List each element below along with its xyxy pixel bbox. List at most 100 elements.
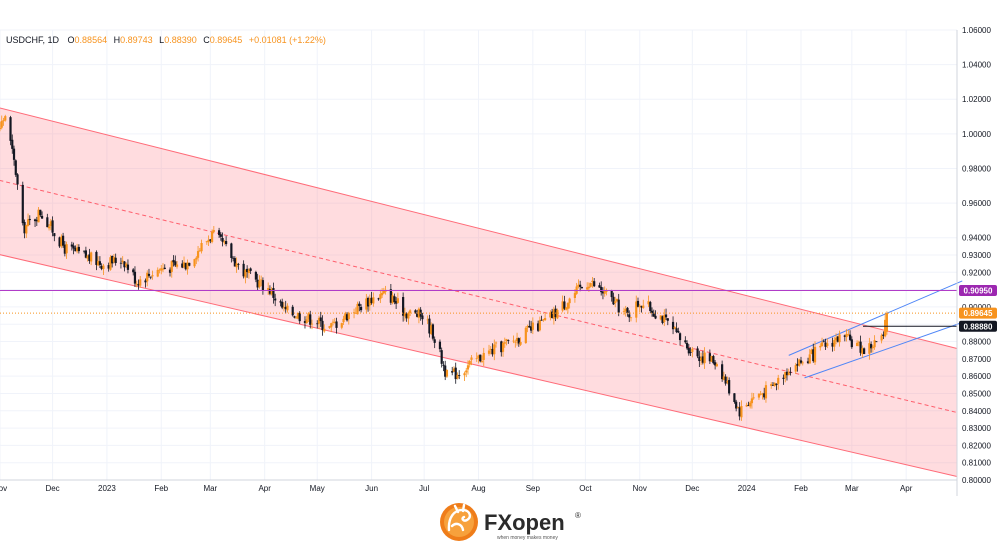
x-tick-label: May bbox=[310, 484, 325, 493]
candle-body-up bbox=[813, 346, 817, 363]
candle-body-up bbox=[573, 293, 577, 298]
low-label: L bbox=[159, 35, 164, 45]
candle-body-up bbox=[770, 384, 773, 386]
candle-body-down bbox=[95, 251, 98, 265]
candle-body-down bbox=[771, 385, 775, 386]
candle-body-up bbox=[515, 337, 519, 342]
candle-body-up bbox=[538, 320, 541, 331]
candle-body-up bbox=[175, 264, 179, 267]
candle-body-up bbox=[286, 305, 289, 311]
candle-body-up bbox=[512, 340, 515, 342]
candle-body-up bbox=[884, 319, 887, 337]
candle-body-up bbox=[615, 298, 619, 302]
candle-body-down bbox=[612, 296, 615, 305]
candle-body-up bbox=[673, 327, 676, 329]
candle-body-down bbox=[728, 380, 731, 394]
candle-body-down bbox=[782, 377, 785, 379]
candle-body-down bbox=[875, 341, 878, 343]
candle-body-down bbox=[393, 296, 396, 303]
candle-body-down bbox=[666, 318, 669, 321]
candle-body-down bbox=[123, 261, 126, 268]
candle-body-up bbox=[37, 209, 40, 223]
candle-body-down bbox=[232, 257, 235, 259]
candle-body-down bbox=[39, 209, 42, 216]
x-tick-label: 2024 bbox=[738, 484, 756, 493]
candle-body-down bbox=[836, 336, 839, 342]
candle-body-up bbox=[880, 335, 883, 341]
candle-body-down bbox=[358, 303, 361, 306]
y-tick-label: 0.81000 bbox=[962, 459, 991, 468]
candle-body-up bbox=[787, 372, 790, 376]
candle-body-up bbox=[97, 260, 100, 266]
candle-body-down bbox=[188, 262, 191, 266]
candle-body-down bbox=[242, 263, 245, 277]
candle-body-up bbox=[310, 323, 314, 325]
candle-body-up bbox=[356, 303, 359, 315]
candle-body-up bbox=[200, 242, 203, 252]
candle-body-up bbox=[65, 244, 68, 254]
candle-body-up bbox=[750, 398, 754, 404]
dragon-icon bbox=[440, 503, 478, 541]
candle-body-down bbox=[46, 217, 49, 228]
candle-body-down bbox=[628, 314, 631, 318]
x-tick-label: Mar bbox=[845, 484, 859, 493]
rising-channel-lower-line bbox=[804, 322, 963, 379]
candle-body-down bbox=[133, 271, 137, 284]
low-value: 0.88390 bbox=[164, 35, 197, 45]
candle-body-up bbox=[524, 327, 527, 343]
candle-body-down bbox=[698, 356, 701, 362]
candle-body-down bbox=[366, 297, 370, 307]
candle-body-down bbox=[540, 319, 543, 321]
candle-body-down bbox=[580, 286, 584, 289]
y-tick-label: 0.83000 bbox=[962, 424, 991, 433]
candle-body-down bbox=[281, 301, 284, 308]
candle-body-down bbox=[14, 160, 17, 175]
x-tick-label: Jun bbox=[365, 484, 378, 493]
candle-body-down bbox=[438, 341, 442, 350]
x-tick-label: Nov bbox=[633, 484, 647, 493]
candle-body-up bbox=[552, 309, 555, 319]
candle-body-up bbox=[456, 374, 459, 379]
candle-body-down bbox=[507, 340, 510, 341]
y-tick-label: 0.93000 bbox=[962, 251, 991, 260]
candle-body-up bbox=[519, 341, 522, 345]
candle-body-down bbox=[626, 307, 629, 314]
candle-body-down bbox=[863, 348, 866, 354]
time-axis[interactable]: Nov Dec 2023 Feb Mar Apr May Jun Jul Aug Sep Oct Nov… bbox=[0, 484, 913, 493]
candle-body-down bbox=[598, 285, 601, 288]
x-tick-label: Feb bbox=[154, 484, 168, 493]
candle-body-down bbox=[233, 258, 236, 267]
candle-body-down bbox=[293, 316, 296, 318]
candle-body-down bbox=[661, 316, 664, 323]
candle-body-down bbox=[256, 279, 259, 288]
candle-body-down bbox=[16, 174, 19, 185]
candle-body-up bbox=[726, 381, 729, 383]
candle-body-up bbox=[603, 291, 606, 294]
high-value: 0.89743 bbox=[120, 35, 153, 45]
candle-body-up bbox=[368, 298, 371, 306]
candle-body-up bbox=[170, 261, 173, 272]
candle-body-up bbox=[317, 317, 321, 324]
y-tick-label: 0.98000 bbox=[962, 164, 991, 173]
candle-body-down bbox=[230, 243, 233, 258]
candle-body-up bbox=[591, 280, 594, 283]
candle-body-down bbox=[345, 314, 349, 321]
candle-body-up bbox=[468, 361, 471, 365]
candle-body-up bbox=[531, 322, 534, 330]
candle-body-up bbox=[342, 318, 345, 323]
candle-body-down bbox=[70, 244, 73, 247]
candle-body-up bbox=[703, 352, 706, 364]
candle-body-up bbox=[480, 361, 484, 362]
candle-body-up bbox=[198, 250, 201, 252]
candle-body-down bbox=[119, 262, 123, 264]
candle-body-up bbox=[493, 344, 496, 355]
candle-body-up bbox=[749, 402, 752, 407]
candle-body-down bbox=[712, 356, 715, 364]
candle-body-up bbox=[102, 265, 105, 270]
candle-body-up bbox=[296, 312, 300, 319]
candle-body-up bbox=[380, 292, 384, 296]
candle-body-up bbox=[244, 269, 247, 278]
candle-body-down bbox=[53, 233, 56, 237]
y-tick-label: 0.92000 bbox=[962, 268, 991, 277]
candle-body-up bbox=[25, 225, 28, 234]
